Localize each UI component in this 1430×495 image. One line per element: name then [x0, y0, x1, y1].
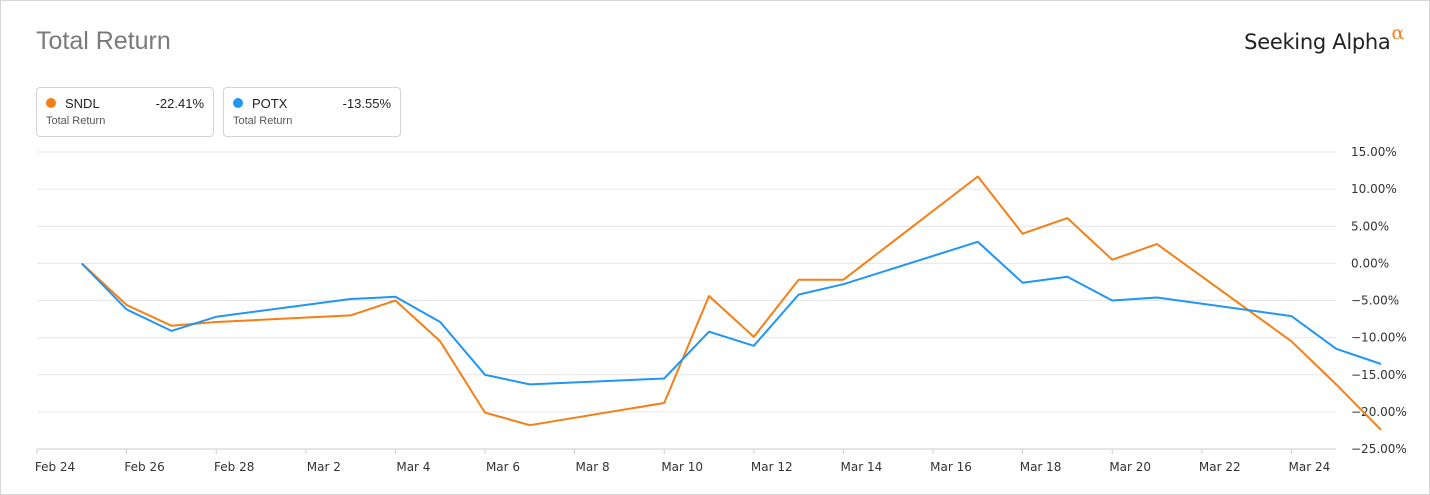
y-tick-label: 5.00% — [1351, 219, 1389, 233]
alpha-icon: α — [1391, 22, 1404, 44]
y-tick-label: −25.00% — [1351, 442, 1407, 456]
legend-ticker: POTX — [252, 96, 288, 111]
x-tick-label: Mar 2 — [307, 460, 341, 474]
x-tick-label: Mar 6 — [486, 460, 520, 474]
page-title: Total Return — [36, 27, 171, 55]
y-tick-label: −10.00% — [1351, 331, 1407, 345]
x-tick-label: Mar 12 — [751, 460, 793, 474]
potx-dot-icon — [233, 98, 243, 108]
legend-ticker: SNDL — [65, 96, 100, 111]
legend-label: Total Return — [233, 115, 293, 127]
series-line-sndl — [81, 175, 1382, 431]
y-tick-label: 0.00% — [1351, 256, 1389, 270]
legend-item-potx[interactable]: POTX -13.55% Total Return — [223, 87, 401, 137]
y-tick-label: 10.00% — [1351, 182, 1397, 196]
x-tick-label: Mar 8 — [576, 460, 610, 474]
y-tick-label: 15.00% — [1351, 145, 1397, 159]
x-tick-label: Mar 14 — [841, 460, 883, 474]
x-tick-label: Feb 24 — [35, 460, 75, 474]
sndl-dot-icon — [46, 98, 56, 108]
x-tick-label: Mar 24 — [1289, 460, 1331, 474]
y-tick-label: −5.00% — [1351, 294, 1399, 308]
x-tick-label: Mar 16 — [930, 460, 972, 474]
legend-value: -13.55% — [342, 96, 391, 111]
series-line-potx — [81, 240, 1382, 386]
x-tick-label: Mar 4 — [396, 460, 430, 474]
brand-name: Seeking Alpha — [1244, 30, 1391, 54]
x-tick-label: Mar 20 — [1109, 460, 1151, 474]
legend-item-sndl[interactable]: SNDL -22.41% Total Return — [36, 87, 214, 137]
y-tick-label: −20.00% — [1351, 405, 1407, 419]
legend-value: -22.41% — [155, 96, 204, 111]
x-tick-label: Mar 10 — [661, 460, 703, 474]
x-tick-label: Feb 28 — [214, 460, 254, 474]
legend-label: Total Return — [46, 115, 106, 127]
x-tick-label: Mar 22 — [1199, 460, 1241, 474]
x-tick-label: Mar 18 — [1020, 460, 1062, 474]
brand-logo: Seeking Alphaα — [1244, 22, 1404, 54]
x-tick-label: Feb 26 — [124, 460, 164, 474]
y-tick-label: −15.00% — [1351, 368, 1407, 382]
